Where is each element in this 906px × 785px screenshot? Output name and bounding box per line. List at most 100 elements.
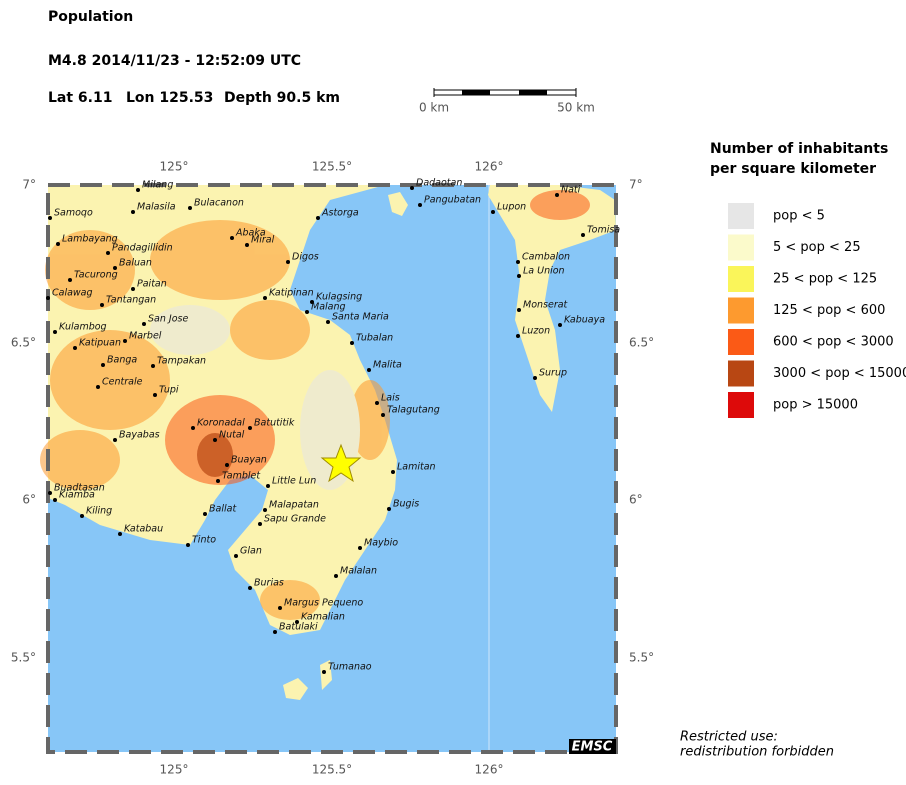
city-dot bbox=[53, 330, 57, 334]
lat-tick-label: 5.5° bbox=[11, 651, 36, 665]
city-dot bbox=[516, 334, 520, 338]
city-dot bbox=[131, 210, 135, 214]
city-label: Tacurong bbox=[74, 270, 118, 281]
city-dot bbox=[68, 278, 72, 282]
city-dot bbox=[48, 216, 52, 220]
city-label: Tumanao bbox=[328, 662, 372, 673]
lat-tick-label: 6.5° bbox=[11, 336, 36, 350]
city-dot bbox=[334, 574, 338, 578]
city-label: Calawag bbox=[52, 288, 93, 299]
lon-tick-label: 126° bbox=[475, 160, 504, 174]
city-label: Tomisa bbox=[587, 225, 620, 236]
legend-swatch bbox=[728, 234, 754, 261]
city-label: Bugis bbox=[393, 499, 419, 510]
lat-tick-label: 7° bbox=[22, 178, 36, 192]
city-dot bbox=[391, 470, 395, 474]
city-label: Tupi bbox=[159, 385, 179, 396]
city-dot bbox=[113, 266, 117, 270]
city-label: Kulambog bbox=[59, 322, 107, 333]
city-dot bbox=[358, 546, 362, 550]
legend-title: per square kilometer bbox=[710, 161, 876, 177]
city-label: Miral bbox=[251, 235, 275, 246]
city-label: Katipuan bbox=[79, 338, 121, 349]
lat: Lat 6.11 bbox=[48, 90, 112, 106]
city-dot bbox=[136, 188, 140, 192]
city-dot bbox=[53, 498, 57, 502]
city-dot bbox=[533, 376, 537, 380]
city-label: Pangubatan bbox=[424, 195, 481, 206]
city-label: Malita bbox=[373, 360, 402, 371]
city-dot bbox=[410, 186, 414, 190]
legend-label: pop > 15000 bbox=[773, 398, 858, 413]
city-label: Little Lun bbox=[272, 476, 316, 487]
city-dot bbox=[350, 341, 354, 345]
city-label: Marbel bbox=[129, 331, 162, 342]
note: Restricted use: bbox=[680, 730, 778, 745]
city-label: Talagutang bbox=[387, 405, 440, 416]
city-label: Monserat bbox=[523, 300, 569, 311]
legend-label: 5 < pop < 25 bbox=[773, 240, 861, 255]
city-label: Abaka bbox=[235, 228, 266, 239]
city-label: Margus Pequeno bbox=[284, 598, 363, 609]
lat-tick-label: 5.5° bbox=[629, 651, 654, 665]
legend-label: 125 < pop < 600 bbox=[773, 303, 885, 318]
city-label: Astorga bbox=[321, 208, 359, 219]
city-dot bbox=[56, 242, 60, 246]
city-dot bbox=[118, 532, 122, 536]
city-label: Nati bbox=[561, 185, 581, 196]
legend-swatch bbox=[728, 329, 754, 355]
city-label: Pandagillidin bbox=[112, 243, 173, 254]
legend-swatch bbox=[728, 266, 754, 292]
city-label: Surup bbox=[539, 368, 567, 379]
city-label: Dadaotan bbox=[416, 178, 462, 189]
city-label: Lambayang bbox=[62, 234, 118, 245]
city-label: Paitan bbox=[137, 279, 167, 290]
city-label: Milang bbox=[142, 180, 173, 191]
lat-tick-label: 6° bbox=[629, 493, 643, 507]
city-dot bbox=[80, 514, 84, 518]
city-dot bbox=[316, 216, 320, 220]
city-dot bbox=[516, 260, 520, 264]
city-dot bbox=[248, 586, 252, 590]
city-dot bbox=[230, 236, 234, 240]
city-dot bbox=[73, 346, 77, 350]
map bbox=[40, 183, 618, 754]
city-dot bbox=[245, 243, 249, 247]
city-label: Malasila bbox=[137, 202, 176, 213]
city-label: Ballat bbox=[209, 504, 237, 515]
legend-swatch bbox=[728, 203, 754, 229]
city-dot bbox=[278, 606, 282, 610]
legend-label: 25 < pop < 125 bbox=[773, 272, 877, 287]
city-dot bbox=[310, 300, 314, 304]
title: Population bbox=[48, 9, 133, 25]
event: M4.8 2014/11/23 - 12:52:09 UTC bbox=[48, 53, 301, 69]
city-dot bbox=[555, 193, 559, 197]
city-label: Lupon bbox=[497, 202, 526, 213]
city-dot bbox=[263, 508, 267, 512]
lon-tick-label: 125.5° bbox=[312, 763, 352, 777]
city-dot bbox=[305, 310, 309, 314]
city-dot bbox=[322, 670, 326, 674]
city-label: Malapatan bbox=[269, 500, 319, 511]
city-label: Luzon bbox=[522, 326, 550, 337]
city-label: Kabuaya bbox=[564, 315, 605, 326]
city-label: San Jose bbox=[148, 314, 188, 325]
city-label: Banga bbox=[107, 355, 137, 366]
legend-label: pop < 5 bbox=[773, 209, 825, 224]
lat-tick-label: 6° bbox=[22, 493, 36, 507]
legend-swatch bbox=[728, 360, 754, 387]
city-dot bbox=[234, 554, 238, 558]
city-dot bbox=[266, 484, 270, 488]
city-label: Digos bbox=[292, 252, 319, 263]
legend-swatch bbox=[728, 297, 754, 324]
city-label: Nutal bbox=[219, 430, 245, 441]
city-dot bbox=[387, 507, 391, 511]
city-label: Kiling bbox=[86, 506, 112, 517]
city-dot bbox=[186, 543, 190, 547]
city-dot bbox=[131, 287, 135, 291]
city-label: Kiamba bbox=[59, 490, 95, 501]
city-dot bbox=[326, 320, 330, 324]
city-dot bbox=[375, 401, 379, 405]
city-dot bbox=[101, 363, 105, 367]
city-label: Lais bbox=[381, 393, 400, 404]
